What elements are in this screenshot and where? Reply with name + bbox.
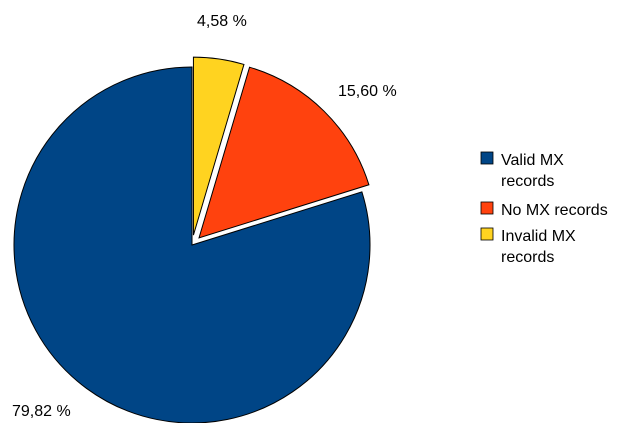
slice-valid-mx <box>13 66 371 423</box>
slice-no-mx <box>198 66 370 239</box>
legend: Valid MX records No MX records Invalid M… <box>480 151 608 266</box>
legend-label-no-mx: No MX records <box>501 202 608 219</box>
legend-label-invalid-mx-line1: Invalid MX <box>501 228 576 245</box>
pie-slices <box>13 56 371 423</box>
legend-swatch-invalid-mx <box>480 227 494 241</box>
legend-swatch-valid-mx <box>480 151 494 165</box>
slice-label-invalid-mx: 4,58 % <box>197 13 247 30</box>
slice-label-valid-mx: 79,82 % <box>12 403 71 420</box>
legend-label-invalid-mx-line2: records <box>501 249 554 266</box>
legend-label-valid-mx-line2: records <box>501 173 554 190</box>
legend-swatch-no-mx <box>480 201 494 215</box>
slice-invalid-mx <box>192 56 245 236</box>
slice-label-no-mx: 15,60 % <box>338 83 397 100</box>
legend-label-valid-mx-line1: Valid MX <box>501 152 564 169</box>
